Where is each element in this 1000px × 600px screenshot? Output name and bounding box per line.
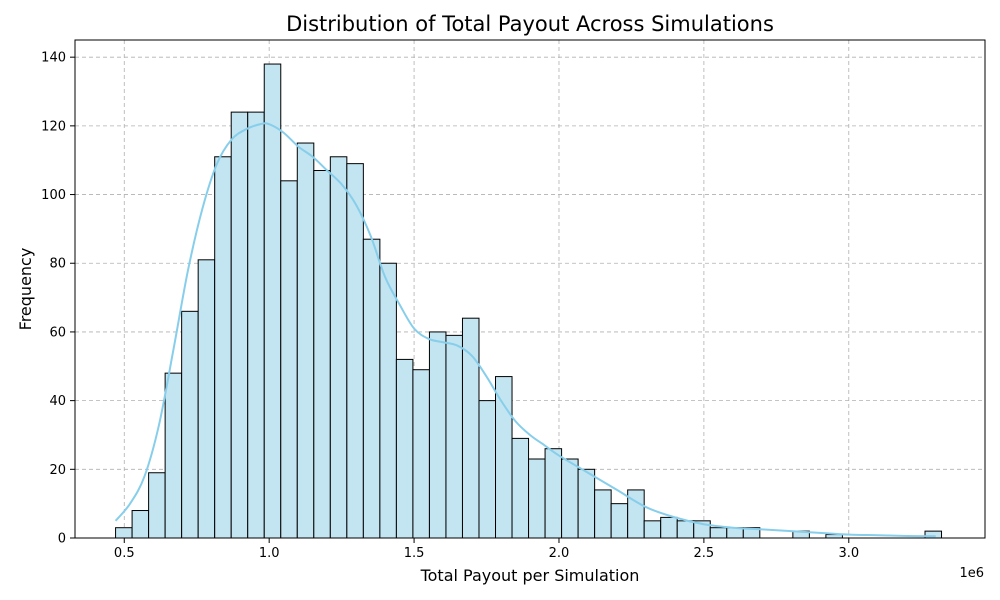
y-axis-label: Frequency xyxy=(16,248,35,331)
histogram-bar xyxy=(164,372,183,539)
y-tick-label: 140 xyxy=(41,51,66,66)
histogram-bar xyxy=(428,331,447,539)
x-axis-label: Total Payout per Simulation xyxy=(420,566,640,585)
histogram-bar xyxy=(313,170,331,539)
histogram-bar xyxy=(478,400,497,539)
chart-title: Distribution of Total Payout Across Simu… xyxy=(286,12,774,36)
y-tick-label: 20 xyxy=(49,463,66,478)
histogram-bar xyxy=(263,63,282,539)
plot-frame xyxy=(74,39,986,539)
histogram-bar xyxy=(495,376,513,539)
histogram-bar xyxy=(379,262,397,539)
histogram-bar xyxy=(329,156,348,539)
y-tick-label: 60 xyxy=(49,325,66,340)
histogram-bar xyxy=(181,310,199,539)
histogram-bar xyxy=(230,111,249,539)
histogram-bar xyxy=(362,238,381,539)
histogram-bar xyxy=(577,468,596,539)
histogram-bar xyxy=(561,458,579,539)
histogram-bar xyxy=(676,520,695,539)
histogram-bar xyxy=(197,259,216,539)
kde-curve xyxy=(114,122,936,538)
x-tick-label: 0.5 xyxy=(114,546,135,561)
y-tick-label: 40 xyxy=(49,394,66,409)
histogram-bar xyxy=(660,516,678,539)
y-tick-label: 0 xyxy=(58,532,66,547)
histogram-bar xyxy=(594,489,612,539)
histogram-bar xyxy=(412,369,430,539)
y-tick-label: 100 xyxy=(41,188,66,203)
histogram-bars xyxy=(115,63,943,539)
histogram-bar xyxy=(214,156,232,539)
histogram-bar xyxy=(247,111,265,539)
histogram-bar xyxy=(528,458,546,539)
histogram-bar xyxy=(643,520,662,539)
y-tick-label: 120 xyxy=(41,119,66,134)
y-axis-ticks: 0 20 40 60 80 100 120 140 xyxy=(41,51,75,547)
histogram-bar xyxy=(115,527,133,539)
x-tick-label: 2.0 xyxy=(549,546,570,561)
histogram-bar xyxy=(131,510,150,539)
histogram-bar xyxy=(296,142,315,539)
histogram-bar xyxy=(709,527,728,539)
histogram-bar xyxy=(148,472,166,539)
histogram-bar xyxy=(511,437,530,539)
x-tick-label: 1.0 xyxy=(259,546,280,561)
histogram-bar xyxy=(346,163,364,539)
histogram-bar xyxy=(280,180,298,539)
y-tick-label: 80 xyxy=(49,257,66,272)
x-tick-label: 1.5 xyxy=(404,546,425,561)
histogram-bar xyxy=(445,334,463,539)
histogram-bar xyxy=(610,503,629,539)
x-axis-offset-label: 1e6 xyxy=(959,566,984,581)
x-axis-ticks: 0.5 1.0 1.5 2.0 2.5 3.0 xyxy=(114,538,859,561)
x-tick-label: 2.5 xyxy=(694,546,715,561)
x-tick-label: 3.0 xyxy=(838,546,859,561)
histogram-bar xyxy=(544,448,563,539)
histogram-bar xyxy=(461,317,480,539)
histogram-bar xyxy=(395,358,414,539)
